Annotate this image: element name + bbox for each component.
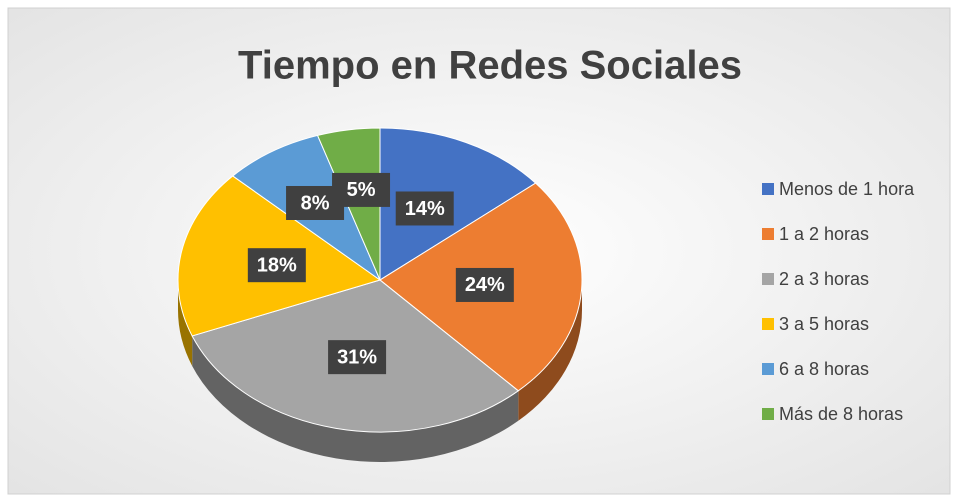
legend-label: 3 a 5 horas bbox=[779, 314, 869, 334]
legend-label: 2 a 3 horas bbox=[779, 269, 869, 289]
data-label: 31% bbox=[337, 346, 377, 368]
data-label: 24% bbox=[465, 274, 505, 296]
data-label: 14% bbox=[405, 198, 445, 220]
slice-side bbox=[178, 280, 193, 366]
slice-side bbox=[518, 280, 582, 421]
slice bbox=[379, 127, 537, 281]
legend-label: Más de 8 horas bbox=[779, 404, 903, 424]
legend-label: Menos de 1 hora bbox=[779, 179, 915, 199]
legend-swatch bbox=[762, 318, 774, 330]
data-label-box bbox=[332, 172, 391, 207]
slice-side bbox=[192, 335, 519, 462]
legend-swatch bbox=[762, 273, 774, 285]
legend-swatch bbox=[762, 408, 774, 420]
data-label: 18% bbox=[257, 254, 297, 276]
legend-swatch bbox=[762, 183, 774, 195]
data-label: 5% bbox=[347, 179, 376, 201]
legend-label: 1 a 2 horas bbox=[779, 224, 869, 244]
legend-swatch bbox=[762, 363, 774, 375]
data-label-box bbox=[395, 191, 454, 226]
data-label: 8% bbox=[301, 192, 330, 214]
chart-title: Tiempo en Redes Sociales bbox=[238, 44, 742, 88]
legend-label: 6 a 8 horas bbox=[779, 359, 869, 379]
data-label-box bbox=[328, 340, 387, 375]
data-label-box bbox=[247, 248, 306, 283]
legend-swatch bbox=[762, 228, 774, 240]
data-label-box bbox=[455, 267, 514, 302]
